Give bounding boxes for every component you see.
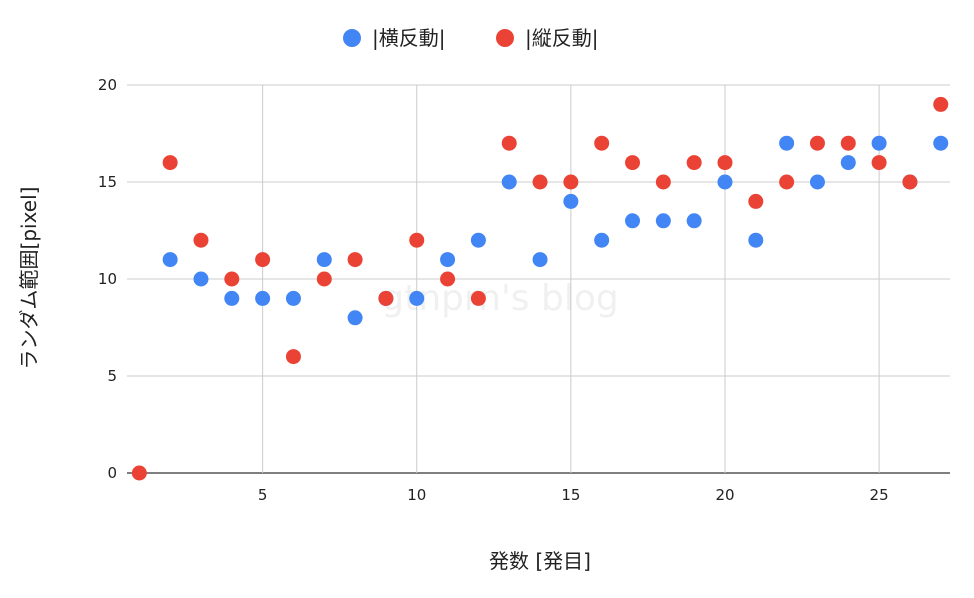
data-point-series-1 [563,193,579,209]
y-tick-label: 20 [98,76,117,94]
tick-labels: 0 5 10 15 20 5 10 15 20 25 [98,76,889,504]
data-point-series-2 [563,174,579,190]
data-point-series-2 [594,135,610,151]
data-point-series-2 [532,174,548,190]
data-point-series-1 [285,290,301,306]
x-tick-label: 5 [258,486,268,504]
data-point-series-2 [285,349,301,365]
legend: |横反動| |縦反動| [343,26,598,50]
data-point-series-2 [625,155,641,171]
data-point-series-1 [470,232,486,248]
y-tick-label: 5 [107,367,117,385]
data-point-series-2 [655,174,671,190]
data-point-series-2 [162,155,178,171]
data-point-series-1 [409,290,425,306]
x-axis-title: 発数 [発目] [489,549,591,573]
data-point-series-2 [840,135,856,151]
data-point-series-2 [686,155,702,171]
data-point-series-2 [470,290,486,306]
data-point-series-2 [131,465,147,481]
data-point-series-2 [871,155,887,171]
data-point-series-1 [809,174,825,190]
data-point-series-1 [501,174,517,190]
data-point-series-2 [440,271,456,287]
y-tick-label: 10 [98,270,117,288]
data-point-series-2 [717,155,733,171]
data-point-series-2 [501,135,517,151]
x-tick-label: 10 [407,486,426,504]
grid-lines [127,84,950,474]
data-point-series-2 [933,96,949,112]
data-point-series-2 [748,193,764,209]
data-point-series-1 [686,213,702,229]
data-point-series-1 [316,252,332,268]
data-point-series-1 [871,135,887,151]
data-point-series-1 [255,290,271,306]
data-point-series-2 [316,271,332,287]
data-point-series-1 [655,213,671,229]
data-point-series-2 [224,271,240,287]
data-point-series-1 [717,174,733,190]
legend-marker [343,29,361,47]
data-point-series-1 [347,310,363,326]
legend-marker [496,29,514,47]
data-point-series-1 [933,135,949,151]
data-point-series-1 [779,135,795,151]
data-point-series-2 [255,252,271,268]
y-axis-title: ランダム範囲[pixel] [17,187,41,370]
y-tick-label: 0 [107,464,117,482]
x-tick-label: 15 [561,486,580,504]
data-point-series-1 [193,271,209,287]
data-point-series-2 [193,232,209,248]
data-point-series-2 [902,174,918,190]
data-point-series-1 [224,290,240,306]
data-point-series-1 [440,252,456,268]
data-points [131,96,949,481]
x-tick-label: 20 [715,486,734,504]
data-point-series-1 [625,213,641,229]
x-tick-label: 25 [870,486,889,504]
data-point-series-2 [779,174,795,190]
data-point-series-2 [409,232,425,248]
legend-label: |縦反動| [525,26,598,50]
data-point-series-1 [840,155,856,171]
data-point-series-1 [532,252,548,268]
data-point-series-1 [594,232,610,248]
data-point-series-2 [809,135,825,151]
legend-label: |横反動| [372,26,445,50]
y-tick-label: 15 [98,173,117,191]
data-point-series-2 [347,252,363,268]
data-point-series-1 [162,252,178,268]
data-point-series-2 [378,290,394,306]
data-point-series-1 [748,232,764,248]
